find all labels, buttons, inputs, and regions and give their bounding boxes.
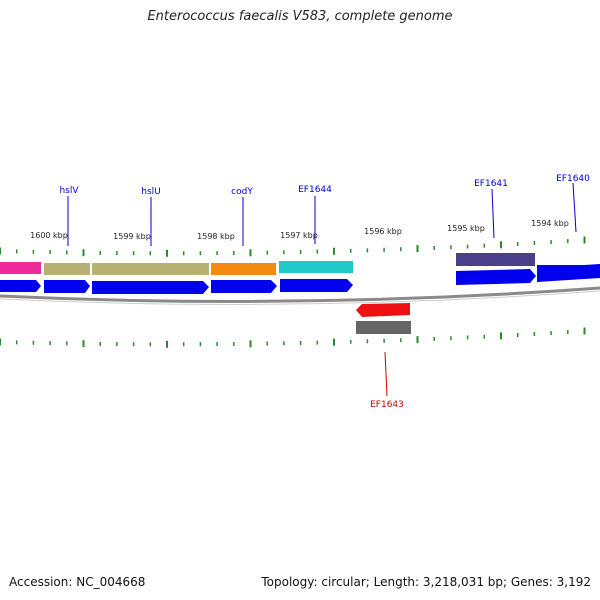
label-line-EF1640 xyxy=(572,182,577,233)
gene-bar-upstream[interactable] xyxy=(0,262,41,274)
kbp-label-1598: 1598 kbp xyxy=(197,232,235,241)
gene-bar-EF1641[interactable] xyxy=(456,253,535,266)
kbp-label-1597: 1597 kbp xyxy=(280,231,318,240)
gene-label-EF1641[interactable]: EF1641 xyxy=(474,179,508,189)
tick-marks-inner xyxy=(0,327,586,348)
tick-marks-outer xyxy=(0,236,586,257)
kbp-label-1596: 1596 kbp xyxy=(364,227,402,236)
gene-bar-EF1643[interactable] xyxy=(356,321,411,334)
kbp-label-1600: 1600 kbp xyxy=(30,231,68,240)
gene-bar-codY[interactable] xyxy=(211,263,276,275)
cds-arrow-EF1640[interactable] xyxy=(537,264,600,282)
kbp-label-1599: 1599 kbp xyxy=(113,232,151,241)
gene-bar-hslV[interactable] xyxy=(44,263,90,275)
genome-backbone-shadow xyxy=(0,290,600,305)
gene-label-EF1643[interactable]: EF1643 xyxy=(370,400,404,410)
genome-stats-label: Topology: circular; Length: 3,218,031 bp… xyxy=(261,575,591,589)
label-line-EF1641 xyxy=(491,188,495,239)
gene-label-EF1640[interactable]: EF1640 xyxy=(556,174,590,184)
cds-arrow-EF1641[interactable] xyxy=(456,269,536,285)
gene-bar-EF1644[interactable] xyxy=(279,261,353,273)
cds-arrow-EF1644[interactable] xyxy=(280,279,353,292)
accession-label: Accession: NC_004668 xyxy=(9,575,146,589)
page-title: Enterococcus faecalis V583, complete gen… xyxy=(147,9,453,24)
cds-arrow-hslU[interactable] xyxy=(92,281,209,294)
cds-arrow-codY[interactable] xyxy=(211,280,277,293)
gene-label-hslV[interactable]: hslV xyxy=(59,186,79,196)
kbp-label-1594: 1594 kbp xyxy=(531,219,569,228)
label-line-EF1643 xyxy=(384,351,388,397)
gene-label-hslU[interactable]: hslU xyxy=(141,187,160,197)
cds-arrow-EF1643[interactable] xyxy=(356,303,410,317)
gene-label-EF1644[interactable]: EF1644 xyxy=(298,185,332,195)
cds-arrow-hslV[interactable] xyxy=(44,280,90,293)
cds-arrow-upstream[interactable] xyxy=(0,280,41,292)
gene-label-codY[interactable]: codY xyxy=(231,187,253,197)
gene-bar-hslU[interactable] xyxy=(92,263,209,275)
kbp-label-1595: 1595 kbp xyxy=(447,224,485,233)
genome-backbone xyxy=(0,286,600,303)
